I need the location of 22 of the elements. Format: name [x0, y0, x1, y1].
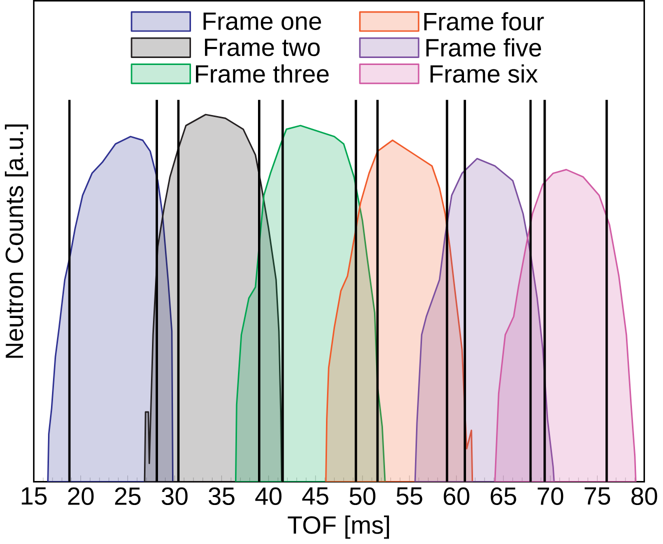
x-tick-label: 30: [162, 488, 188, 506]
legend-label: Frame four: [424, 12, 544, 31]
legend-label: Frame three: [196, 64, 329, 83]
x-tick-label: 20: [68, 488, 94, 506]
x-tick-label: 35: [208, 488, 234, 506]
x-tick-label: 70: [538, 488, 564, 506]
x-tick-label: 60: [444, 488, 470, 506]
x-tick-label: 25: [115, 488, 141, 506]
y-axis-title: Neutron Counts [a.u.]: [4, 124, 28, 358]
x-axis-title: TOF [ms]: [288, 516, 389, 539]
legend-label: Frame five: [426, 38, 542, 57]
x-tick-label: 40: [255, 488, 282, 506]
x-tick-label: 50: [350, 488, 376, 506]
legend-label: Frame six: [430, 64, 538, 83]
legend-label: Frame two: [204, 38, 320, 56]
x-tick-label: 65: [490, 488, 516, 506]
x-tick-label: 15: [22, 488, 47, 505]
x-tick-label: 45: [302, 488, 328, 505]
x-tick-label: 55: [396, 488, 422, 505]
legend-label: Frame one: [204, 12, 322, 30]
x-tick-label: 80: [631, 488, 658, 506]
x-tick-label: 75: [584, 488, 610, 505]
